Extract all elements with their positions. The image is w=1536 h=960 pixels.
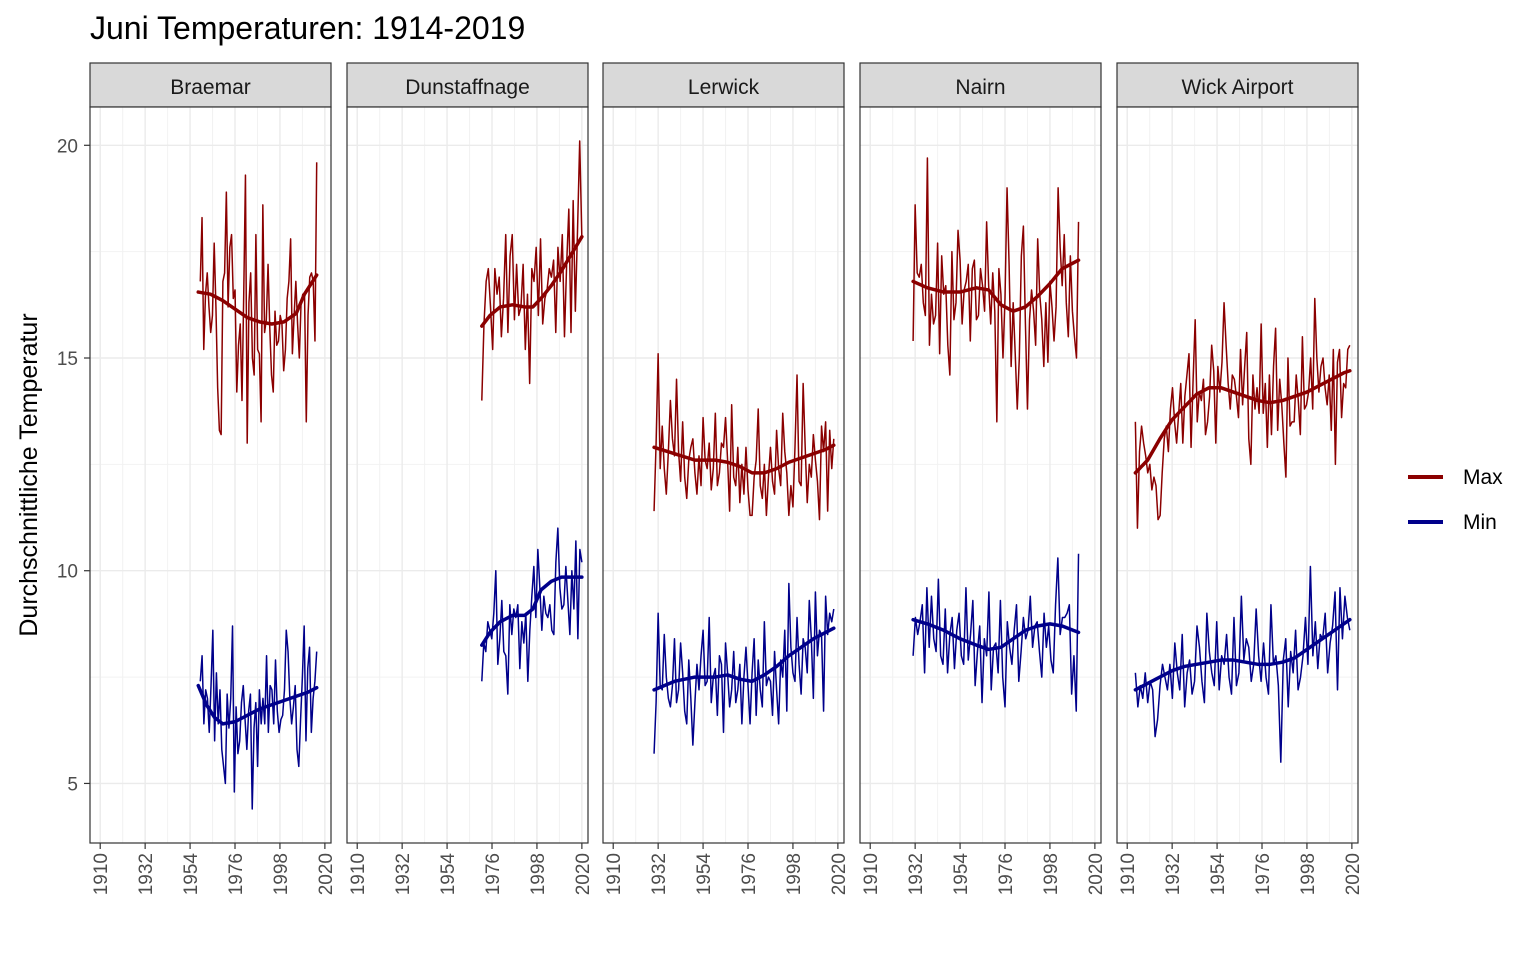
x-tick-label: 1998: [1298, 853, 1319, 895]
panel-background: [90, 107, 331, 843]
series-min-smooth: [652, 626, 836, 692]
x-tick-label: 2020: [1086, 853, 1107, 895]
x-tick-label: 2020: [1343, 853, 1364, 895]
facet-strip-label: Braemar: [170, 76, 251, 99]
panel-border: [602, 106, 845, 844]
panel-border: [346, 106, 589, 844]
facet-strip: [1116, 62, 1359, 108]
x-tick-label: 1954: [951, 853, 972, 896]
facet-strip: [859, 62, 1102, 108]
series-min-smooth: [480, 575, 584, 647]
x-tick-label: 1976: [739, 853, 760, 895]
facet-strip-label: Dunstaffnage: [405, 76, 530, 99]
y-tick-label: 15: [57, 349, 78, 370]
x-tick-label: 2020: [316, 853, 337, 895]
x-tick-label: 1954: [181, 853, 202, 896]
series-max-line: [199, 162, 318, 444]
series-max-smooth: [1133, 369, 1352, 475]
series-max-smooth: [196, 273, 319, 326]
y-axis-label: Durchschnittliche Temperatur: [15, 313, 43, 636]
x-tick-label: 1910: [348, 853, 369, 895]
x-tick-label: 1932: [393, 853, 414, 895]
x-tick-label: 1954: [1208, 853, 1229, 896]
facet-panel-nairn: Nairn 1910 1932 1954 1976 1998 2020: [859, 62, 1107, 896]
series-max-line: [653, 353, 835, 521]
x-tick-label: 1976: [483, 853, 504, 895]
x-tick-label: 1910: [91, 853, 112, 895]
panel-background: [347, 107, 588, 843]
facet-panel-wick-airport: Wick Airport 1910 1932 1954 1976 1998 2020: [1116, 62, 1364, 896]
series-min-smooth: [196, 683, 319, 726]
series-min-line: [199, 625, 318, 810]
x-tick-label: 1910: [604, 853, 625, 895]
x-tick-label: 1932: [1163, 853, 1184, 895]
legend-max-label: Max: [1463, 466, 1503, 489]
y-tick-label: 10: [57, 562, 78, 583]
series-max-smooth: [480, 235, 584, 328]
x-tick-label: 2020: [829, 853, 850, 895]
series-min-smooth: [911, 617, 1081, 652]
series-min-smooth: [1133, 617, 1352, 692]
y-tick-label: 5: [67, 774, 78, 795]
series-max-line: [912, 157, 1080, 423]
x-tick-label: 1932: [136, 853, 157, 895]
panel-background: [860, 107, 1101, 843]
facet-panel-lerwick: Lerwick 1910 1932 1954 1976 1998 2020: [602, 62, 850, 896]
x-tick-label: 1954: [694, 853, 715, 896]
legend: Max Min: [1408, 466, 1503, 534]
series-min-line: [653, 582, 835, 754]
x-tick-label: 1954: [438, 853, 459, 896]
x-tick-label: 1998: [1041, 853, 1062, 895]
x-tick-label: 1910: [861, 853, 882, 895]
facet-panel-dunstaffnage: Dunstaffnage 1910 1932 1954 1976 1998 2020: [346, 62, 594, 896]
legend-min-label: Min: [1463, 511, 1497, 534]
panel-border: [859, 106, 1102, 844]
series-max-line: [1134, 297, 1351, 529]
panel-background: [1117, 107, 1358, 843]
facet-panel-braemar: Braemar 1910 1932 1954 1976 1998 2020: [89, 62, 337, 896]
series-max-line: [481, 140, 583, 401]
x-tick-label: 1910: [1118, 853, 1139, 895]
x-tick-label: 1976: [996, 853, 1017, 895]
x-tick-label: 2020: [573, 853, 594, 895]
series-min-line: [1134, 565, 1351, 763]
x-tick-label: 1998: [271, 853, 292, 895]
x-tick-label: 1932: [906, 853, 927, 895]
series-min-line: [481, 527, 583, 695]
series-max-smooth: [652, 443, 836, 475]
chart-title: Juni Temperaturen: 1914-2019: [90, 10, 526, 46]
series-min-line: [912, 553, 1080, 712]
facet-strip-label: Lerwick: [688, 76, 760, 99]
x-tick-label: 1976: [1253, 853, 1274, 895]
series-max-smooth: [911, 258, 1081, 313]
x-tick-label: 1998: [784, 853, 805, 895]
panel-border: [1116, 106, 1359, 844]
x-tick-label: 1976: [226, 853, 247, 895]
facet-strip-label: Nairn: [955, 76, 1005, 99]
facet-strip-label: Wick Airport: [1181, 76, 1293, 99]
x-tick-label: 1932: [649, 853, 670, 895]
x-tick-label: 1998: [528, 853, 549, 895]
panel-border: [89, 106, 332, 844]
y-tick-label: 20: [57, 136, 78, 157]
facet-strip: [89, 62, 332, 108]
